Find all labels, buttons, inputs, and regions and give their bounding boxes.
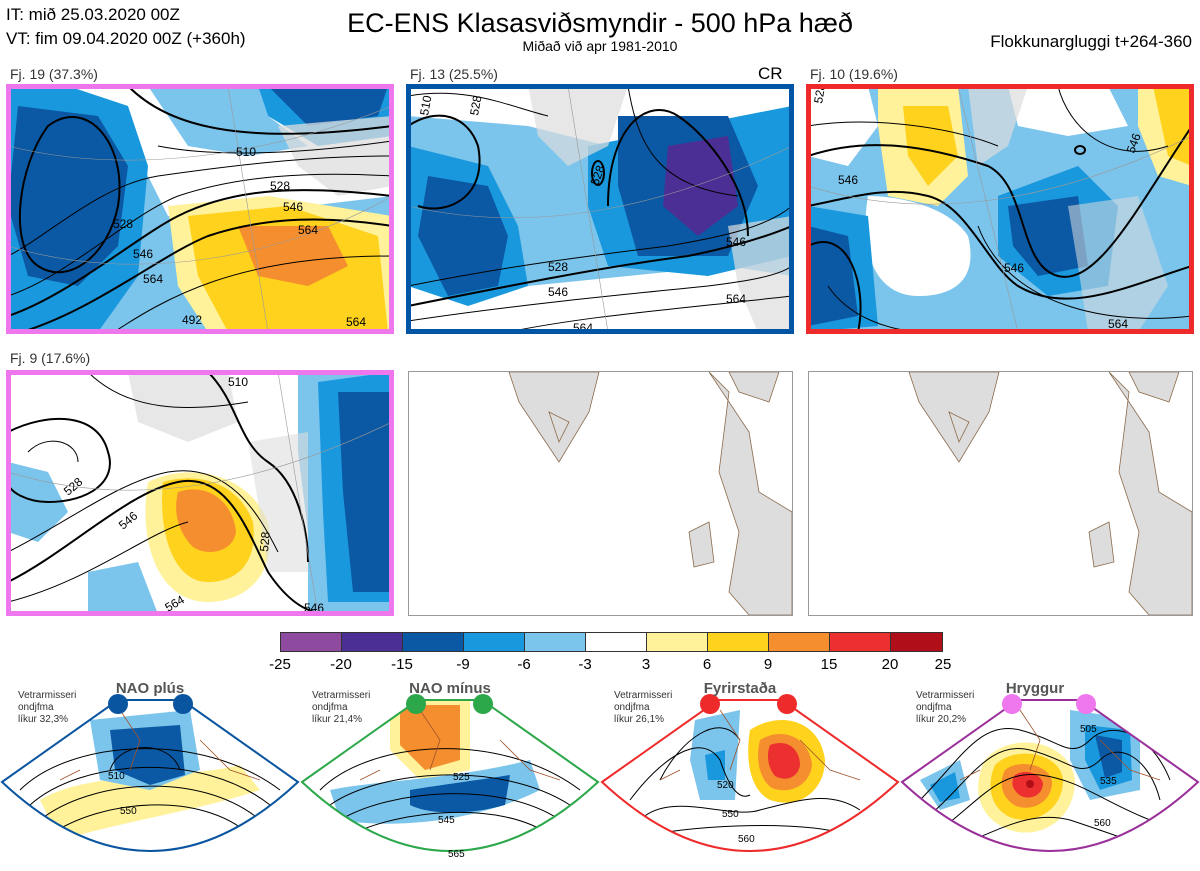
contour-label: 546 [283, 200, 303, 214]
regime-dot [173, 694, 193, 714]
contour-label: 528 [270, 179, 290, 193]
regime-dot [473, 694, 493, 714]
regime-contour-label: 560 [1094, 818, 1111, 829]
colorbar-tick: -15 [391, 656, 413, 673]
contour-label: 546 [1004, 261, 1024, 275]
colorbar-swatch [280, 632, 342, 652]
cluster-tag-cr: CR [758, 64, 783, 83]
regime-note: Vetrarmisseri ondjfma líkur 21,4% [312, 690, 371, 725]
regime-ridge: 505 535 560 Hryggur Vetrarmisseri ondjfma… [900, 680, 1200, 871]
regime-note: Vetrarmisseri ondjfma líkur 20,2% [916, 690, 975, 725]
valid-time: VT: fim 09.04.2020 00Z (+360h) [6, 29, 246, 48]
regime-contour-label: 510 [108, 771, 125, 782]
colorbar-swatch [524, 632, 586, 652]
cluster-label-2: Fj. 13 (25.5%) [410, 66, 498, 82]
colorbar-swatch [585, 632, 647, 652]
page-subtitle: Miðað við apr 1981-2010 [522, 38, 678, 54]
contour-label: 510 [236, 145, 256, 159]
colorbar-swatch [829, 632, 891, 652]
cluster-label-1: Fj. 19 (37.3%) [10, 66, 98, 82]
contour-label: 546 [726, 235, 746, 249]
page-title: EC-ENS Klasasviðsmyndir - 500 hPa hæð [347, 8, 853, 38]
colorbar-swatch [463, 632, 525, 652]
colorbar-tick: -20 [330, 656, 352, 673]
contour-label: 528 [113, 217, 133, 231]
contour-label: 564 [573, 321, 593, 332]
contour-label: 528 [811, 86, 828, 105]
regime-contour-label: 545 [438, 815, 455, 826]
regime-contour-label: 565 [448, 849, 465, 860]
regime-contour-label: 505 [1080, 724, 1097, 735]
cluster-map-3: 528 546 546 564 546 [808, 86, 1192, 332]
contour-label: 528 [467, 94, 484, 116]
regime-name: Fyrirstaða [703, 680, 777, 697]
cluster-map-4: 510 528 546 528 564 546 [8, 372, 392, 614]
regime-name: NAO mínus [409, 680, 491, 697]
regime-contour-label: 535 [1100, 776, 1117, 787]
colorbar-swatch [768, 632, 830, 652]
classification-window: Flokkunargluggi t+264-360 [990, 32, 1192, 51]
contour-label: 564 [1108, 317, 1128, 331]
regime-contour-label: 550 [120, 806, 137, 817]
regime-name: Hryggur [1005, 680, 1065, 697]
contour-label: 510 [228, 375, 248, 389]
contour-label: 546 [838, 173, 858, 187]
regime-dot [777, 694, 797, 714]
cluster-label-3: Fj. 10 (19.6%) [810, 66, 898, 82]
contour-label: 564 [346, 315, 366, 329]
regime-dot [700, 694, 720, 714]
cluster-label-4: Fj. 9 (17.6%) [10, 350, 91, 366]
colorbar-swatch [341, 632, 403, 652]
colorbar-tick: 9 [763, 656, 773, 673]
contour-label: 546 [304, 601, 324, 614]
contour-label: 528 [588, 163, 608, 187]
regime-contour-label: 560 [738, 834, 755, 845]
regime-name: NAO plús [115, 680, 185, 697]
cluster-map-1: 510 528 546 564 528 546 564 492 564 [8, 86, 392, 332]
colorbar-tick: -9 [456, 656, 470, 673]
colorbar-tick: 20 [881, 656, 899, 673]
colorbar-tick: 25 [934, 656, 952, 673]
colorbar-tick: 3 [641, 656, 651, 673]
regime-contour-label: 520 [717, 780, 734, 791]
regime-note: Vetrarmisseri ondjfma líkur 32,3% [18, 690, 77, 725]
regime-contour-label: 550 [722, 809, 739, 820]
colorbar-tick: -6 [517, 656, 531, 673]
regime-dot [1002, 694, 1022, 714]
colorbar-swatch [890, 632, 943, 652]
empty-map-6 [808, 371, 1193, 616]
contour-label: 510 [417, 94, 434, 116]
contour-label: 564 [143, 272, 163, 286]
regime-dot [406, 694, 426, 714]
regime-note: Vetrarmisseri ondjfma líkur 26,1% [614, 690, 673, 725]
colorbar-swatch [646, 632, 708, 652]
contour-label: 564 [298, 223, 318, 237]
contour-label: 546 [1124, 131, 1144, 155]
colorbar-tick: -25 [269, 656, 291, 673]
contour-label: 528 [257, 531, 273, 552]
colorbar-swatch [707, 632, 769, 652]
regime-dot [108, 694, 128, 714]
contour-label: 546 [548, 285, 568, 299]
colorbar-swatch [402, 632, 464, 652]
empty-map-5 [408, 371, 793, 616]
regime-contour-label: 525 [453, 772, 470, 783]
contour-label: 564 [726, 292, 746, 306]
contour-label: 528 [548, 260, 568, 274]
regime-dot [1076, 694, 1096, 714]
regime-blocking: 520 550 560 Fyrirstaða Vetrarmisseri ondj… [600, 680, 900, 871]
contour-label: 546 [133, 247, 153, 261]
cluster-map-2: 510 528 528 546 564 528 546 564 [408, 86, 792, 332]
regime-nao-minus: 525 545 565 NAO mínus Vetrarmisseri ondjf… [300, 680, 600, 871]
colorbar-tick: 6 [702, 656, 712, 673]
contour-label: 492 [182, 313, 202, 327]
colorbar-tick: 15 [820, 656, 838, 673]
colorbar-tick: -3 [578, 656, 592, 673]
init-time: IT: mið 25.03.2020 00Z [6, 5, 180, 24]
regime-nao-plus: 510 550 NAO plús Vetrarmisseri ondjfma lík… [0, 680, 300, 871]
